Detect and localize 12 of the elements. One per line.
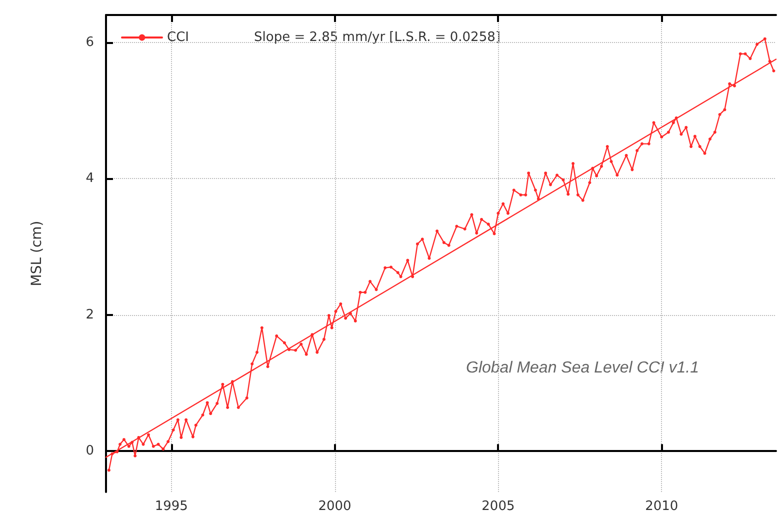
y-tick-label: 4 [86,171,94,186]
y-tick-label: 0 [86,444,94,459]
y-axis-title: MSL (cm) [29,220,45,286]
x-tick-label: 2005 [482,499,515,514]
x-tick-label: 2000 [318,499,352,514]
annotation: Global Mean Sea Level CCI v1.1 [466,360,700,376]
y-tick-label: 6 [86,34,94,50]
annotation: Slope = 2.85 mm/yr [L.S.R. = 0.0258] [254,30,500,45]
y-tick-label: 2 [86,307,94,322]
x-tick-label: 2010 [645,499,678,514]
legend-label: CCI [167,30,189,45]
x-tick-label: 1995 [154,499,188,514]
